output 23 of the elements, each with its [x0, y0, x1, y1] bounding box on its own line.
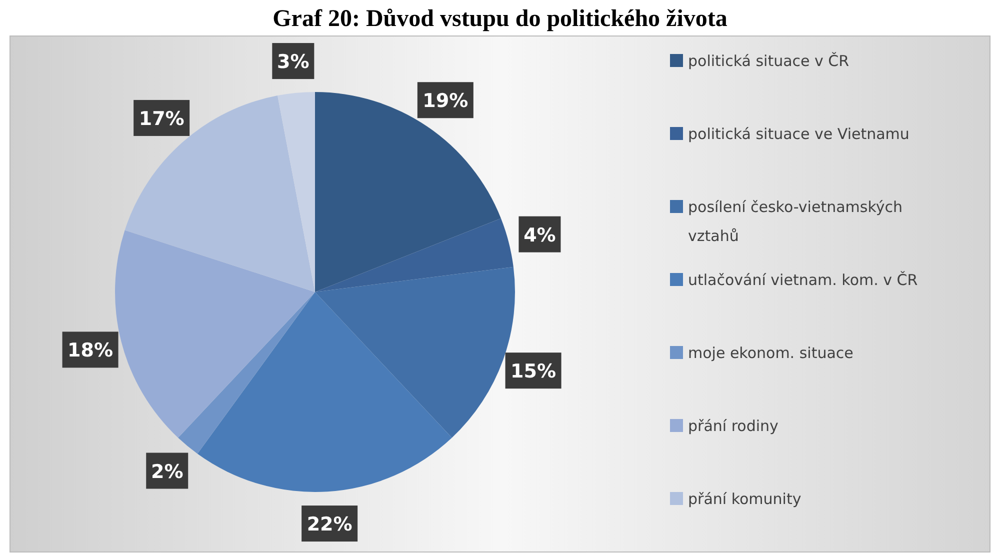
pie-slice — [178, 292, 315, 454]
pie-slice — [124, 96, 315, 292]
data-label: 4% — [524, 224, 556, 246]
chart-title: Graf 20: Důvod vstupu do politického života — [272, 6, 728, 32]
data-label: 22% — [306, 514, 352, 536]
legend-label: politická situace v ČR — [688, 52, 850, 70]
pie-slice — [115, 230, 315, 438]
data-label: 18% — [68, 340, 114, 362]
data-label: 17% — [138, 108, 184, 130]
pie-slice — [315, 218, 514, 292]
data-label: 3% — [277, 51, 310, 74]
pie-slice — [278, 92, 315, 292]
data-label: 19% — [422, 90, 468, 112]
legend-label: přání rodiny — [688, 417, 779, 435]
pie-slice — [197, 292, 452, 492]
legend-label: moje ekonom. situace — [688, 344, 854, 362]
pie-slice — [315, 92, 501, 292]
legend-label: posílení česko-vietnamských vztahů — [688, 198, 902, 245]
data-label: 15% — [510, 360, 556, 383]
legend-label: politická situace ve Vietnamu — [688, 125, 910, 143]
legend-label: přání komunity — [688, 490, 802, 508]
legend-label: utlačování vietnam. kom. v ČR — [688, 271, 918, 289]
data-label: 2% — [150, 460, 184, 483]
